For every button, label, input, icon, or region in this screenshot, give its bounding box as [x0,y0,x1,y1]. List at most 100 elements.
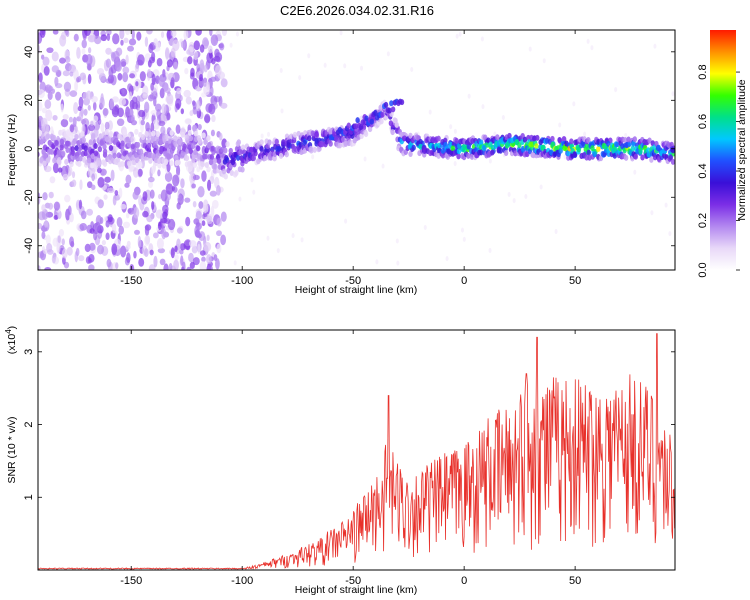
spectrogram-cell [216,243,222,254]
spectrogram-cell [97,199,104,209]
spectrogram-cell [206,254,212,265]
spectrogram-cell [59,138,65,145]
spectrogram-cell [418,138,423,145]
spectrogram-cell [572,151,577,158]
snr-x-axis-label: Height of straight line (km) [295,584,418,596]
spectrogram-cell [140,119,145,126]
spectrogram-cell [96,244,105,255]
spectrogram-cell [87,257,92,264]
spectrogram-cell [216,230,222,237]
spectrogram-cell [359,132,364,139]
spectrogram-cell [534,143,539,150]
spectrogram-cell [332,131,337,138]
spectrogram-cell [104,121,110,130]
spectrogram-cell [220,78,228,88]
spectrogram-cell [176,87,182,95]
spectrogram-cell [56,157,62,164]
spectrogram-cell [148,264,156,270]
spectrogram-cell [203,64,208,73]
spectrogram-cell [206,81,210,90]
spectrogram-cell [76,77,80,83]
spectrogram-cell [586,149,592,156]
spectrogram-cell [210,76,217,82]
spectrogram-cell [127,45,134,52]
spectrogram-cell [68,116,73,123]
snr-y-scale-label: (x104) [4,326,18,354]
spectrogram-cell [75,155,80,162]
spectrogram-cell [195,30,202,36]
spectrogram-cell [90,120,94,127]
spectrogram-cell [134,229,141,235]
spectrogram-cell [62,70,70,77]
spectrogram-cell [512,198,516,204]
spectrogram-cell [119,30,125,40]
spectrogram-cell [97,146,103,153]
spectrogram-cell [410,67,414,73]
spectrogram-cell [90,134,96,141]
spectrogram-cell [204,161,209,168]
spectrogram-cell [106,30,112,36]
spectrogram-cell [187,56,193,65]
spectrogram-cell [175,124,181,135]
spectrogram-cell [266,235,270,241]
spectrogram-cell [93,143,98,150]
spectrogram-cell [455,33,459,39]
spectrogram-cell [112,152,117,159]
spectrogram-cell [74,133,79,140]
spectrogram-cell [363,156,367,162]
spectrogram-cell [307,53,311,59]
spectrogram-cell [85,54,93,66]
spectrogram-cell [47,91,53,101]
spectrogram-cell [148,181,154,188]
spectrogram-cell [111,96,119,103]
spectrogram-cell [151,73,156,86]
spectrogram-cell [209,190,217,197]
spectrogram-cell [203,241,212,252]
spectrogram-cell [87,47,92,54]
spectrogram-cell [197,186,205,198]
spectrogram-cell [105,58,112,68]
spectrogram-cell [93,35,102,45]
spectrogram-cell [630,145,636,152]
spectrogram-cell [250,177,254,183]
spectrogram-cell [155,209,164,219]
spectrogram-cell [101,239,107,246]
spectrogram-cell [120,203,127,210]
spectrogram-cell [78,110,84,121]
spectrogram-cell [162,204,169,214]
spectrogram-cell [140,134,146,141]
spectrogram-cell [115,262,119,270]
spectrogram-cell [503,149,509,156]
spectrogram-cell [186,49,191,55]
spectrogram-cell [355,117,360,124]
spectrogram-cell [155,103,162,112]
spectrogram-cell [175,98,182,110]
spectrogram-cell [195,145,201,152]
spectrogram-cell [302,139,307,146]
spectrogram-cell [115,61,122,72]
spectrogram-cell [668,231,672,237]
spectrogram-cell [480,36,484,42]
snr-y-axis-label: SNR (10 * v/v) [6,416,18,483]
spectrogram-cell [221,30,228,37]
spectrogram-cell [458,31,462,37]
spectrogram-cell [39,30,46,38]
spectrogram-cell [193,130,199,137]
spectrogram-cell [206,264,213,270]
spectrogram-cell [380,111,385,118]
spectrogram-cell [236,139,241,146]
spectrogram-cell [562,136,567,143]
spectrogram-cell [323,62,327,68]
spectrogram-cell [144,235,151,246]
spectrogram-cell [201,145,206,156]
spectrogram-cell [86,157,92,164]
spectrogram-cell [69,161,74,168]
spectrogram-cell [554,229,558,235]
spectrogram-x-tick-label: -150 [120,275,142,287]
spectrogram-cell [174,154,179,161]
spectrogram-cell [125,54,129,65]
spectrogram-cell [120,160,125,167]
spectrogram-y-tick-label: 40 [23,46,35,58]
spectrogram-cell [165,183,174,195]
spectrogram-cell [44,266,52,270]
